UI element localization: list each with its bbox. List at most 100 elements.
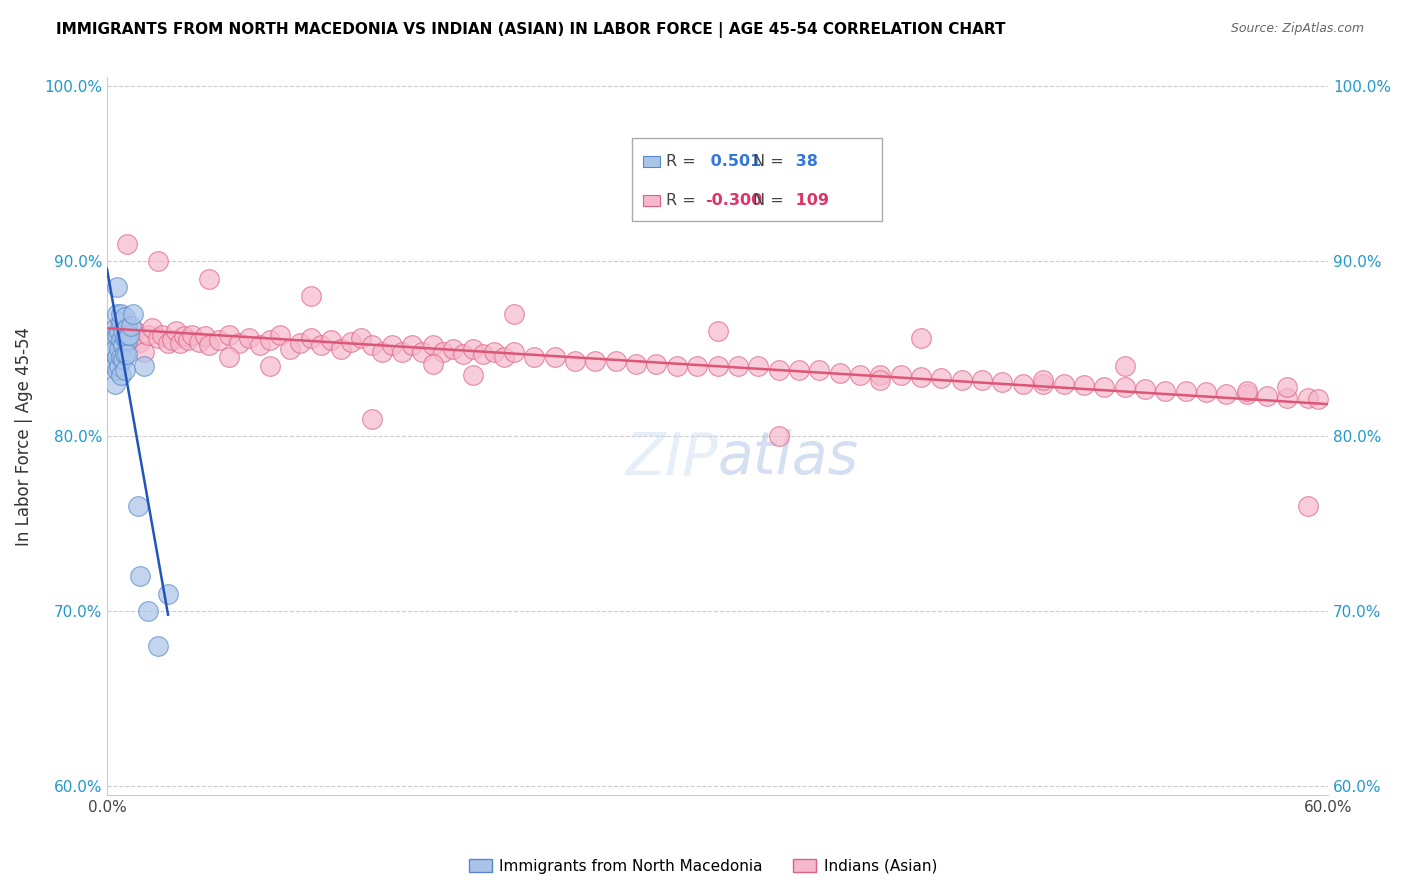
Point — [118, 327, 141, 342]
Point — [1236, 384, 1258, 398]
Point — [128, 334, 150, 349]
Point — [114, 362, 136, 376]
Point — [1114, 380, 1136, 394]
Point — [108, 324, 131, 338]
Text: atlas: atlas — [717, 429, 859, 486]
Point — [110, 333, 132, 347]
Point — [1215, 387, 1237, 401]
Point — [503, 345, 526, 359]
Point — [1011, 376, 1033, 391]
Point — [110, 315, 132, 329]
Point — [259, 333, 281, 347]
Point — [624, 357, 647, 371]
Point — [665, 359, 688, 373]
Point — [112, 327, 135, 342]
Point — [330, 342, 353, 356]
Point — [422, 357, 444, 371]
Point — [187, 334, 209, 349]
Point — [117, 347, 139, 361]
Point — [114, 310, 136, 325]
Point — [972, 373, 994, 387]
Point — [1032, 376, 1054, 391]
Point — [1133, 382, 1156, 396]
Point — [544, 351, 567, 365]
Point — [950, 373, 973, 387]
Point — [104, 376, 127, 391]
Y-axis label: In Labor Force | Age 45-54: In Labor Force | Age 45-54 — [15, 326, 32, 546]
Point — [278, 342, 301, 356]
Point — [218, 351, 240, 365]
Point — [828, 366, 851, 380]
Point — [1032, 373, 1054, 387]
Point — [110, 307, 132, 321]
Point — [401, 338, 423, 352]
Point — [309, 338, 332, 352]
Point — [110, 315, 132, 329]
Point — [112, 338, 135, 352]
Point — [127, 499, 149, 513]
Point — [432, 345, 454, 359]
Point — [808, 362, 831, 376]
Point — [218, 327, 240, 342]
Point — [132, 345, 155, 359]
Point — [991, 375, 1014, 389]
Text: N =: N = — [754, 154, 783, 169]
Point — [146, 639, 169, 653]
Point — [319, 333, 342, 347]
Point — [890, 368, 912, 382]
Point — [1256, 389, 1278, 403]
Text: ZIP: ZIP — [626, 429, 717, 486]
Point — [112, 352, 135, 367]
Point — [104, 342, 127, 356]
Point — [105, 327, 128, 342]
Point — [132, 359, 155, 373]
Point — [228, 336, 250, 351]
Point — [583, 354, 606, 368]
Point — [492, 351, 515, 365]
Point — [105, 333, 128, 347]
Point — [105, 307, 128, 321]
Point — [1296, 391, 1319, 405]
Point — [869, 368, 891, 382]
Point — [169, 336, 191, 351]
Point — [157, 586, 180, 600]
Point — [108, 342, 131, 356]
Point — [299, 289, 322, 303]
Text: IMMIGRANTS FROM NORTH MACEDONIA VS INDIAN (ASIAN) IN LABOR FORCE | AGE 45-54 COR: IMMIGRANTS FROM NORTH MACEDONIA VS INDIA… — [56, 22, 1005, 38]
Point — [110, 351, 132, 365]
Point — [869, 373, 891, 387]
Point — [112, 324, 135, 338]
Point — [910, 331, 932, 345]
Point — [177, 333, 200, 347]
Point — [150, 327, 173, 342]
Point — [117, 320, 139, 334]
Point — [1277, 380, 1299, 394]
Point — [1277, 391, 1299, 405]
Point — [290, 336, 312, 351]
Point — [381, 338, 404, 352]
Legend: Immigrants from North Macedonia, Indians (Asian): Immigrants from North Macedonia, Indians… — [463, 853, 943, 880]
Point — [101, 345, 124, 359]
Point — [146, 254, 169, 268]
Point — [114, 347, 136, 361]
Point — [411, 345, 433, 359]
Point — [104, 359, 127, 373]
Point — [120, 331, 142, 345]
Point — [1195, 385, 1218, 400]
Point — [503, 307, 526, 321]
Text: Source: ZipAtlas.com: Source: ZipAtlas.com — [1230, 22, 1364, 36]
Point — [165, 324, 187, 338]
Point — [208, 333, 231, 347]
Point — [108, 359, 131, 373]
Point — [181, 327, 204, 342]
Point — [706, 324, 728, 338]
Point — [340, 334, 363, 349]
Point — [441, 342, 464, 356]
Point — [146, 331, 169, 345]
Text: R =: R = — [666, 193, 696, 208]
Point — [117, 236, 139, 251]
Point — [1154, 384, 1177, 398]
Point — [482, 345, 505, 359]
Point — [117, 333, 139, 347]
Point — [120, 318, 142, 333]
